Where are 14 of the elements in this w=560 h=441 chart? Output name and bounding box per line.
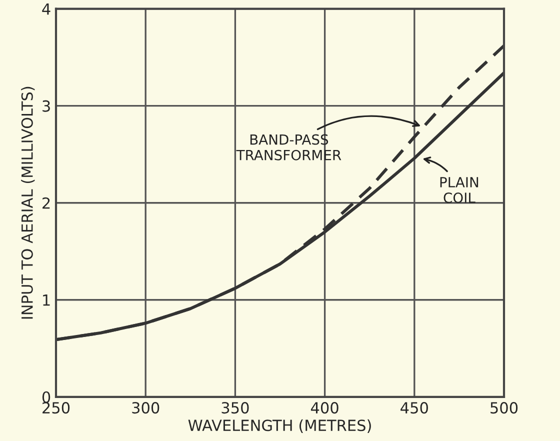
y-tick-label: 2: [42, 197, 50, 209]
x-tick-label: 450: [400, 402, 428, 414]
x-tick-label: 500: [490, 402, 518, 414]
x-tick-label: 400: [310, 402, 338, 414]
x-axis-title: WAVELENGTH (METRES): [188, 419, 371, 433]
x-tick-label: 300: [132, 402, 160, 414]
text: PLAIN COIL: [440, 177, 478, 204]
y-tick-label: 4: [42, 3, 50, 15]
x-tick-label: 250: [42, 402, 70, 414]
y-tick-label: 0: [42, 391, 50, 403]
y-axis-title: INPUT TO AERIAL (MILLIVOLTS): [21, 86, 35, 319]
y-tick-label: 1: [43, 294, 50, 306]
x-tick-label: 350: [222, 402, 249, 414]
y-tick-label: 3: [42, 100, 50, 112]
